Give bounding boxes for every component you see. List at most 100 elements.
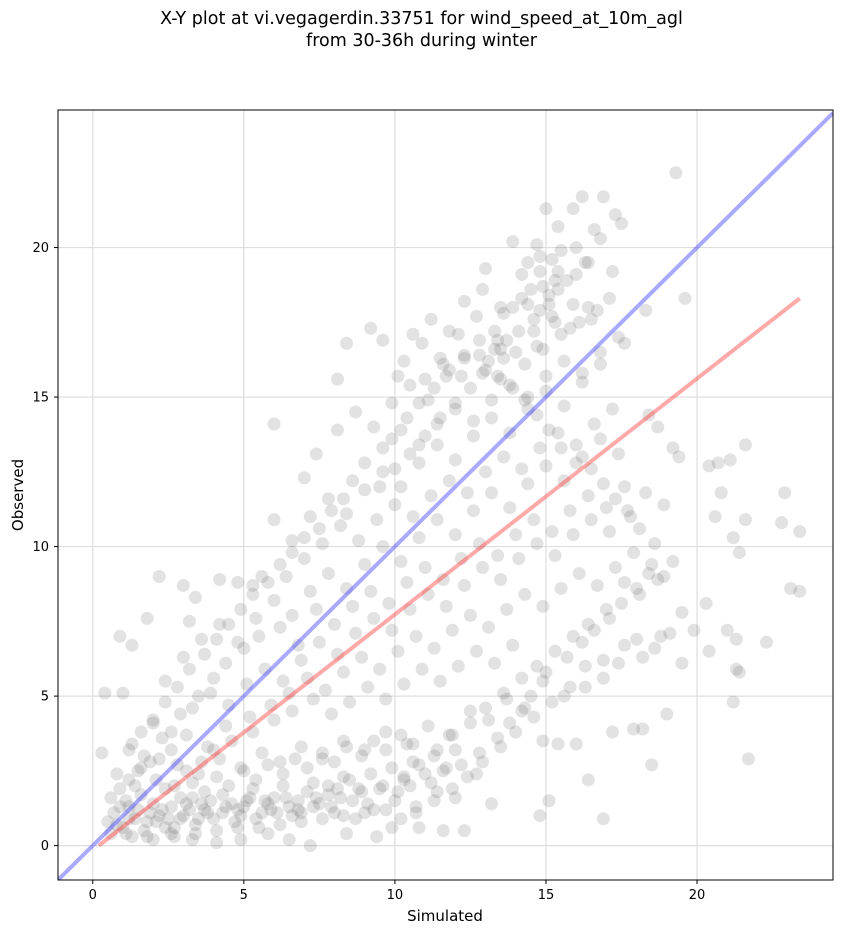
data-point-113 [285, 809, 299, 823]
data-point-399 [503, 378, 517, 392]
data-point-176 [584, 513, 598, 527]
data-point-127 [191, 767, 205, 781]
data-point-47 [651, 420, 665, 434]
data-point-457 [599, 602, 613, 616]
reference-lines [58, 111, 833, 880]
data-point-569 [569, 456, 583, 470]
data-point-98 [210, 836, 224, 850]
data-point-528 [179, 797, 193, 811]
data-point-106 [143, 806, 157, 820]
data-point-451 [409, 806, 423, 820]
data-point-446 [494, 740, 508, 754]
data-point-539 [324, 800, 338, 814]
data-point-290 [119, 794, 133, 808]
data-point-436 [663, 626, 677, 640]
data-point-351 [382, 596, 396, 610]
y-tick-label-0: 0 [41, 839, 49, 854]
data-point-374 [315, 537, 329, 551]
data-point-257 [116, 821, 130, 835]
data-point-58 [775, 516, 789, 530]
plot-frame [57, 109, 834, 881]
data-point-92 [370, 830, 384, 844]
data-point-435 [675, 605, 689, 619]
data-point-501 [397, 677, 411, 691]
data-point-337 [536, 599, 550, 613]
data-point-228 [367, 420, 381, 434]
data-point-185 [231, 635, 245, 649]
chart-title-line-2: from 30-36h during winter [306, 31, 537, 51]
data-point-141 [482, 713, 496, 727]
data-point-613 [448, 396, 462, 410]
data-point-469 [397, 770, 411, 784]
data-point-218 [466, 429, 480, 443]
data-point-343 [645, 558, 659, 572]
data-point-386 [533, 441, 547, 455]
data-point-530 [198, 803, 212, 817]
data-point-540 [330, 782, 344, 796]
data-point-289 [448, 743, 462, 757]
data-point-330 [409, 629, 423, 643]
data-point-333 [463, 608, 477, 622]
data-point-233 [457, 351, 471, 365]
data-point-583 [337, 492, 351, 506]
data-point-598 [146, 713, 160, 727]
data-point-222 [539, 384, 553, 398]
data-point-65 [720, 623, 734, 637]
data-point-78 [636, 722, 650, 736]
data-point-455 [651, 572, 665, 586]
data-point-75 [660, 707, 674, 721]
data-point-558 [602, 611, 616, 625]
data-point-362 [581, 489, 595, 503]
data-point-84 [551, 737, 565, 751]
data-point-303 [288, 752, 302, 766]
data-point-388 [569, 438, 583, 452]
data-point-526 [164, 800, 178, 814]
data-point-495 [285, 704, 299, 718]
data-point-580 [590, 303, 604, 317]
data-point-355 [454, 552, 468, 566]
data-point-357 [491, 549, 505, 563]
data-point-191 [340, 581, 354, 595]
data-point-508 [185, 791, 199, 805]
data-point-328 [373, 662, 387, 676]
data-point-544 [391, 785, 405, 799]
data-point-335 [500, 602, 514, 616]
data-point-411 [509, 345, 523, 359]
data-point-23 [424, 312, 438, 326]
data-point-184 [213, 617, 227, 631]
data-point-291 [134, 788, 148, 802]
data-point-503 [433, 674, 447, 688]
data-point-174 [548, 549, 562, 563]
data-point-398 [485, 393, 499, 407]
data-point-349 [346, 599, 360, 613]
data-point-215 [412, 456, 426, 470]
data-point-137 [400, 737, 414, 751]
data-point-186 [249, 611, 263, 625]
data-point-486 [134, 761, 148, 775]
data-point-104 [101, 815, 115, 829]
data-point-319 [201, 740, 215, 754]
data-point-175 [566, 528, 580, 542]
data-point-166 [403, 602, 417, 616]
data-point-120 [430, 785, 444, 799]
data-point-259 [137, 824, 151, 838]
data-point-442 [563, 680, 577, 694]
data-point-14 [267, 417, 281, 431]
data-point-249 [542, 297, 556, 311]
data-point-54 [708, 510, 722, 524]
x-axis-label: Simulated [407, 907, 483, 925]
data-point-511 [231, 803, 245, 817]
data-point-422 [491, 369, 505, 383]
data-point-144 [536, 674, 550, 688]
data-point-59 [793, 525, 807, 539]
data-point-158 [258, 662, 272, 676]
data-point-177 [602, 525, 616, 539]
data-point-254 [551, 264, 565, 278]
data-point-588 [273, 558, 287, 572]
data-point-396 [448, 402, 462, 416]
data-point-43 [639, 303, 653, 317]
data-point-395 [430, 417, 444, 431]
data-point-358 [509, 528, 523, 542]
data-point-578 [554, 327, 568, 341]
data-point-557 [587, 623, 601, 637]
